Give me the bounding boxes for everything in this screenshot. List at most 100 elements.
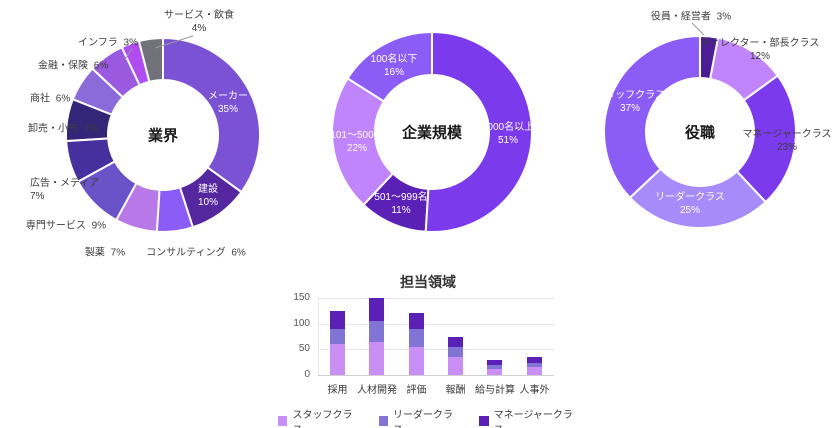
bar-stack[interactable]: [408, 313, 424, 375]
donut-slice[interactable]: [162, 36, 261, 194]
legend-swatch: [479, 416, 489, 426]
slice-pct: 51%: [497, 135, 518, 146]
y-tick: 100: [293, 317, 310, 329]
slice-name: 製薬: [84, 247, 105, 259]
bar-segment[interactable]: [408, 346, 424, 375]
plot-area: [318, 298, 554, 376]
slice-pct: 37%: [619, 103, 640, 114]
slice-label-professional-services: 専門サービス 9%: [26, 220, 106, 233]
slice-label-pharma: 製薬 7%: [85, 247, 125, 260]
bar-segment[interactable]: [487, 364, 503, 369]
legend-item-leader[interactable]: リーダークラス: [378, 406, 460, 428]
leader-line: [154, 35, 194, 49]
donut-slice[interactable]: [114, 181, 161, 233]
slice-label-manufacturer: メーカー 35%: [208, 90, 248, 116]
slice-name: 101〜500名: [330, 130, 384, 141]
bar-segment[interactable]: [487, 368, 503, 375]
donut-slice[interactable]: [708, 36, 780, 102]
slice-label-construction: 建設 10%: [198, 183, 218, 209]
slice-label-trading: 商社 6%: [30, 93, 70, 106]
position-donut-chart: 役職 役員・経営者 3% ディレクター・部長クラス 12% マネージャークラス …: [588, 6, 840, 258]
bar-segment[interactable]: [330, 310, 346, 329]
bar-segment[interactable]: [526, 357, 542, 364]
bar-segment[interactable]: [448, 357, 464, 375]
bar-segment[interactable]: [369, 321, 385, 342]
position-donut-svg: [603, 22, 797, 229]
x-tick-non-hr: 人事外: [519, 385, 550, 396]
gridline: [318, 323, 554, 325]
y-tick: 150: [293, 292, 310, 303]
industry-donut-svg: [65, 35, 261, 233]
bar-segment[interactable]: [487, 359, 503, 365]
bar-segment[interactable]: [369, 341, 385, 375]
x-tick-recruiting: 採用: [327, 385, 348, 396]
slice-label-wholesale-retail: 卸売・小売 7%: [28, 123, 98, 136]
donut-slice[interactable]: [178, 165, 243, 229]
donut-slice[interactable]: [331, 77, 395, 207]
slice-name: 501〜999名: [374, 192, 428, 203]
slice-name: マネージャークラス: [742, 129, 832, 140]
leader-line: [124, 47, 133, 61]
bar-segment[interactable]: [526, 363, 542, 368]
donut-slice[interactable]: [603, 34, 701, 200]
bar-segment[interactable]: [330, 328, 346, 345]
legend-swatch: [278, 416, 288, 426]
slice-pct: 16%: [383, 67, 404, 78]
slice-pct: 22%: [346, 143, 367, 154]
donut-slice[interactable]: [362, 172, 430, 233]
bar-stack[interactable]: [526, 357, 542, 375]
slice-label-service-food: サービス・飲食 4%: [164, 9, 234, 35]
slice-pct: 7%: [30, 191, 45, 202]
bar-stack[interactable]: [369, 298, 385, 375]
company-size-donut-svg: [331, 30, 533, 233]
donut-slice[interactable]: [155, 186, 195, 233]
donut-slice[interactable]: [76, 160, 138, 222]
bar-slot: [475, 298, 514, 375]
slice-label-director: ディレクター・部長クラス 12%: [701, 37, 820, 63]
slice-label-101-500: 101〜500名 22%: [330, 129, 383, 155]
donut-slice[interactable]: [628, 167, 768, 229]
slice-label-infrastructure: インフラ 3%: [78, 37, 138, 50]
bar-segment[interactable]: [369, 298, 385, 322]
donut-slice[interactable]: [424, 30, 533, 233]
x-tick-hr-development: 人材開発: [357, 385, 397, 396]
slice-pct: 35%: [217, 104, 238, 115]
legend-item-staff[interactable]: スタッフクラス: [278, 406, 359, 428]
bar-slot: [397, 298, 436, 375]
bar-segment[interactable]: [408, 313, 424, 329]
bar-segment[interactable]: [448, 346, 464, 358]
slice-label-finance-insurance: 金融・保険 6%: [38, 60, 108, 73]
y-axis-line: [318, 298, 319, 375]
slice-pct: 4%: [191, 23, 207, 34]
y-tick: 50: [298, 343, 310, 355]
bar-segment[interactable]: [408, 328, 424, 347]
bar-stack[interactable]: [330, 310, 346, 375]
legend-label: スタッフクラス: [292, 410, 353, 428]
slice-name: 1000名以上: [481, 122, 535, 133]
slice-name: インフラ: [78, 37, 118, 49]
slice-name: 卸売・小売: [28, 123, 78, 135]
donut-slice[interactable]: [90, 45, 141, 99]
donut-slice[interactable]: [699, 34, 720, 81]
bar-segment[interactable]: [330, 344, 346, 375]
slice-label-manager: マネージャークラス 23%: [742, 128, 831, 154]
bar-stack[interactable]: [448, 336, 464, 375]
slice-pct: 3%: [716, 11, 732, 23]
slice-pct: 9%: [91, 220, 107, 232]
slice-pct: 6%: [55, 93, 71, 105]
bar-segment[interactable]: [526, 367, 542, 375]
donut-slice[interactable]: [65, 97, 114, 143]
bar-slot: [318, 298, 357, 375]
donut-slice[interactable]: [735, 74, 797, 204]
bar-segment[interactable]: [448, 336, 464, 347]
leader-line: [691, 22, 705, 36]
donut-slice[interactable]: [65, 137, 117, 184]
slice-label-executive: 役員・経営者 3%: [651, 11, 731, 24]
legend-item-manager[interactable]: マネージャークラス: [479, 406, 578, 428]
bar-stack[interactable]: [487, 359, 503, 375]
slice-label-ad-media: 広告・メディア 7%: [30, 177, 99, 203]
slice-name: 建設: [197, 184, 218, 195]
company-size-donut-chart: 企業規模 1000名以上 51% 501〜999名 11% 101〜500名 2…: [318, 10, 550, 258]
gridline: [318, 298, 554, 299]
slice-name: 金融・保険: [38, 60, 88, 72]
